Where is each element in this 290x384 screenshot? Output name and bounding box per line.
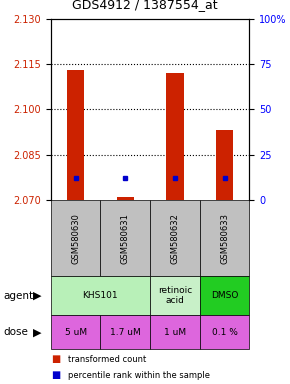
Text: dose: dose bbox=[3, 327, 28, 337]
Text: ■: ■ bbox=[51, 370, 60, 381]
FancyBboxPatch shape bbox=[100, 200, 150, 276]
Text: 1 uM: 1 uM bbox=[164, 328, 186, 337]
FancyBboxPatch shape bbox=[51, 276, 150, 315]
Text: GSM580631: GSM580631 bbox=[121, 213, 130, 263]
FancyBboxPatch shape bbox=[200, 315, 249, 349]
Text: GSM580630: GSM580630 bbox=[71, 213, 80, 263]
Text: 1.7 uM: 1.7 uM bbox=[110, 328, 141, 337]
Text: GDS4912 / 1387554_at: GDS4912 / 1387554_at bbox=[72, 0, 218, 12]
Bar bbox=[166, 73, 184, 200]
FancyBboxPatch shape bbox=[51, 200, 100, 276]
Text: 0.1 %: 0.1 % bbox=[212, 328, 238, 337]
FancyBboxPatch shape bbox=[100, 315, 150, 349]
Text: KHS101: KHS101 bbox=[83, 291, 118, 300]
Bar bbox=[67, 70, 84, 200]
FancyBboxPatch shape bbox=[150, 315, 200, 349]
Text: agent: agent bbox=[3, 291, 33, 301]
Text: DMSO: DMSO bbox=[211, 291, 238, 300]
Text: ▶: ▶ bbox=[33, 291, 42, 301]
Bar bbox=[216, 131, 233, 200]
Text: retinoic
acid: retinoic acid bbox=[158, 286, 192, 305]
FancyBboxPatch shape bbox=[150, 276, 200, 315]
FancyBboxPatch shape bbox=[150, 200, 200, 276]
FancyBboxPatch shape bbox=[51, 315, 100, 349]
Text: GSM580632: GSM580632 bbox=[171, 213, 180, 263]
Text: transformed count: transformed count bbox=[68, 354, 146, 364]
Text: GSM580633: GSM580633 bbox=[220, 213, 229, 263]
Text: ▶: ▶ bbox=[33, 327, 42, 337]
FancyBboxPatch shape bbox=[200, 276, 249, 315]
Text: ■: ■ bbox=[51, 354, 60, 364]
Text: percentile rank within the sample: percentile rank within the sample bbox=[68, 371, 210, 380]
Bar bbox=[117, 197, 134, 200]
Text: 5 uM: 5 uM bbox=[64, 328, 87, 337]
FancyBboxPatch shape bbox=[200, 200, 249, 276]
